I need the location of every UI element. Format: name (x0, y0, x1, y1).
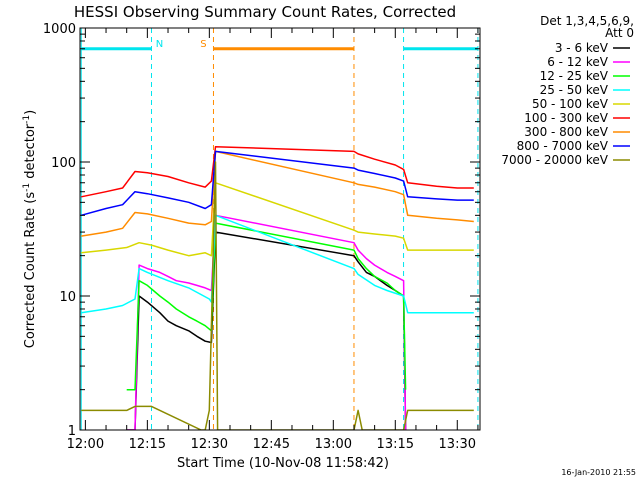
x-tick-label: 12:15 (129, 437, 166, 452)
legend-label: 100 - 300 keV (524, 111, 608, 125)
series-line-9 (81, 161, 474, 430)
x-tick-label: 13:00 (315, 437, 352, 452)
plot-date-footer: 16-Jan-2010 21:55 (561, 468, 636, 477)
legend-label: 50 - 100 keV (532, 97, 609, 111)
x-tick-label: 12:30 (191, 437, 228, 452)
legend-label: 7000 - 20000 keV (501, 153, 608, 167)
series-line-1 (126, 231, 407, 430)
y-tick-label: 100 (51, 156, 76, 171)
attenuator-label: Att 0 (605, 26, 634, 40)
legend-label: 3 - 6 keV (555, 41, 609, 55)
legend-label: 6 - 12 keV (547, 55, 609, 69)
y-tick-label: 1 (68, 424, 76, 439)
plot-frame (79, 27, 481, 431)
legend-label: 25 - 50 keV (540, 83, 609, 97)
x-axis-label: Start Time (10-Nov-08 11:58:42) (177, 456, 389, 471)
y-tick-label: 10 (59, 290, 76, 305)
flag-label: N (156, 39, 163, 50)
x-tick-label: 13:15 (377, 437, 414, 452)
y-axis-label: Corrected Count Rate (s-1 detector-1) (22, 110, 38, 348)
series-line-8 (81, 150, 474, 217)
series-line-6 (81, 145, 474, 198)
x-tick-label: 12:45 (253, 437, 290, 452)
series-line-2 (126, 214, 407, 430)
legend-label: 800 - 7000 keV (517, 139, 609, 153)
legend-label: 12 - 25 keV (540, 69, 609, 83)
x-tick-label: 12:00 (67, 437, 104, 452)
series-line-3 (126, 222, 407, 391)
series-layer (81, 145, 474, 430)
x-tick-label: 13:30 (439, 437, 476, 452)
chart-title: HESSI Observing Summary Count Rates, Cor… (74, 3, 456, 21)
legend-label: 300 - 800 keV (524, 125, 608, 139)
x-axis: 12:00 12:15 12:30 12:45 13:00 13:15 13:30 (67, 28, 479, 452)
y-axis: 1 10 100 1000 (43, 22, 480, 439)
detector-label: Det 1,3,4,5,6,9, (540, 14, 634, 28)
y-tick-label: 1000 (43, 22, 76, 37)
flag-label: S (200, 39, 206, 50)
